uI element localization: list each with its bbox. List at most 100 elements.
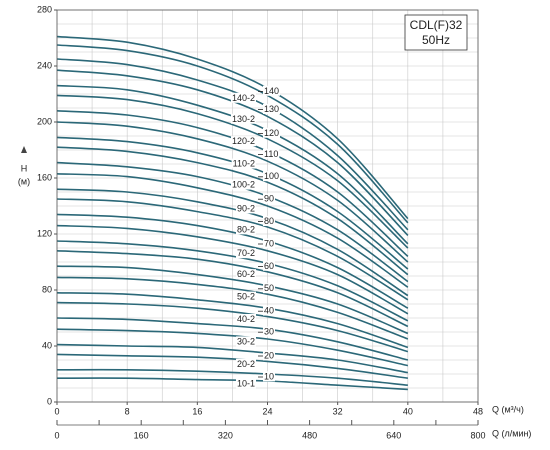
pump-curve — [56, 276, 409, 340]
curve-label: 120-2 — [232, 136, 255, 146]
y-axis-arrow — [21, 146, 27, 153]
pump-curve — [56, 343, 408, 374]
pump-curve — [56, 35, 409, 220]
curve-label-bg — [263, 215, 276, 226]
pump-curve — [56, 317, 409, 361]
pump-curve — [56, 240, 409, 322]
y-axis-label: H — [21, 163, 28, 173]
curve-label-bg — [235, 358, 256, 369]
y-tick-label: 160 — [37, 172, 52, 182]
x-tick-label: 32 — [333, 406, 343, 416]
curve-label: 130-2 — [232, 114, 255, 124]
curve-label: 30 — [264, 327, 274, 337]
curve-label: 70 — [264, 238, 274, 248]
pump-curve — [56, 173, 409, 288]
x2-tick-label: 0 — [54, 430, 59, 440]
curve-label-bg — [230, 113, 256, 124]
curve-label: 100 — [264, 171, 279, 181]
pump-curve — [56, 44, 409, 224]
y-tick-label: 280 — [37, 4, 52, 14]
pump-curve — [56, 328, 409, 367]
pump-curve — [56, 301, 409, 353]
pump-curve — [56, 377, 408, 391]
pump-curve — [56, 146, 409, 276]
curve-label: 60 — [264, 261, 274, 271]
curve-label-bg — [230, 92, 256, 103]
x-tick-label: 48 — [473, 406, 483, 416]
curve-label-bg — [263, 148, 280, 159]
pump-curve — [56, 265, 409, 335]
curve-label: 80 — [264, 216, 274, 226]
curve-label-bg — [230, 179, 256, 190]
y-axis-unit: (м) — [18, 176, 30, 186]
curve-label: 130 — [264, 104, 279, 114]
pump-curve — [56, 224, 409, 315]
curve-label: 50 — [264, 283, 274, 293]
curve-label-bg — [263, 103, 281, 114]
curve-label-bg — [263, 193, 276, 204]
curve-label: 20 — [264, 350, 274, 360]
x2-axis-label: Q (л/мин) — [492, 428, 531, 438]
x-tick-label: 8 — [125, 406, 130, 416]
curve-label-bg — [263, 85, 281, 96]
x-tick-label: 16 — [192, 406, 202, 416]
pump-curve — [56, 250, 409, 328]
curve-label-bg — [235, 378, 256, 389]
curve-label-bg — [235, 291, 256, 302]
curve-label-bg — [231, 158, 256, 169]
pump-curve — [56, 121, 409, 263]
y-tick-label: 240 — [37, 60, 52, 70]
curve-label-bg — [263, 283, 276, 294]
x2-tick-label: 480 — [302, 430, 317, 440]
x2-tick-label: 320 — [218, 430, 233, 440]
curve-label-bg — [263, 305, 276, 316]
y-tick-label: 120 — [37, 228, 52, 238]
curves — [56, 35, 409, 391]
curve-label: 110 — [264, 149, 278, 159]
curve-label: 20-2 — [237, 359, 255, 369]
pump-curve — [56, 198, 409, 301]
curve-label-bg — [230, 136, 256, 147]
x-tick-label: 0 — [54, 406, 59, 416]
curve-label-bg — [235, 203, 256, 214]
curve-label-bg — [263, 260, 276, 271]
chart-title: CDL(F)32 — [410, 18, 463, 32]
x2-tick-label: 800 — [470, 430, 485, 440]
x2-tick-label: 160 — [134, 430, 149, 440]
curve-label: 90-2 — [237, 203, 255, 213]
curve-label: 40-2 — [237, 314, 255, 324]
pump-curve — [56, 69, 409, 236]
curve-label: 50-2 — [237, 292, 255, 302]
y-tick-label: 200 — [37, 116, 52, 126]
curve-label-bg — [235, 336, 256, 347]
curve-label-bg — [263, 127, 281, 138]
title-box — [404, 14, 468, 51]
curve-label-bg — [235, 248, 256, 259]
chart-subtitle: 50Hz — [422, 33, 450, 47]
curve-label: 60-2 — [237, 269, 255, 279]
curve-label-bg — [235, 313, 256, 324]
curve-label-bg — [263, 326, 276, 337]
curve-label: 100-2 — [232, 180, 255, 190]
curve-label: 140 — [264, 86, 279, 96]
curve-label-bg — [263, 371, 276, 382]
pump-curve — [56, 368, 408, 386]
y-tick-label: 0 — [47, 396, 52, 406]
curve-label-bg — [235, 224, 256, 235]
x2-tick-label: 640 — [386, 430, 401, 440]
curve-labels: 10-1 10 20-2 20 30-2 30 40-2 40 50-2 50 60-2 60 70-2… — [230, 85, 281, 389]
curve-label-bg — [263, 350, 276, 361]
x-axis-label: Q (м³/ч) — [492, 404, 524, 414]
curve-label: 40 — [264, 306, 274, 316]
curve-label: 110-2 — [233, 159, 255, 169]
curve-label: 80-2 — [237, 224, 255, 234]
curve-label: 120 — [264, 128, 279, 138]
pump-curve — [56, 292, 409, 349]
curve-label: 10 — [264, 371, 274, 381]
pump-curve — [56, 353, 408, 379]
curve-label-bg — [263, 171, 281, 182]
curve-label: 70-2 — [237, 248, 255, 258]
x-tick-label: 24 — [262, 406, 272, 416]
pump-curve — [56, 94, 409, 249]
